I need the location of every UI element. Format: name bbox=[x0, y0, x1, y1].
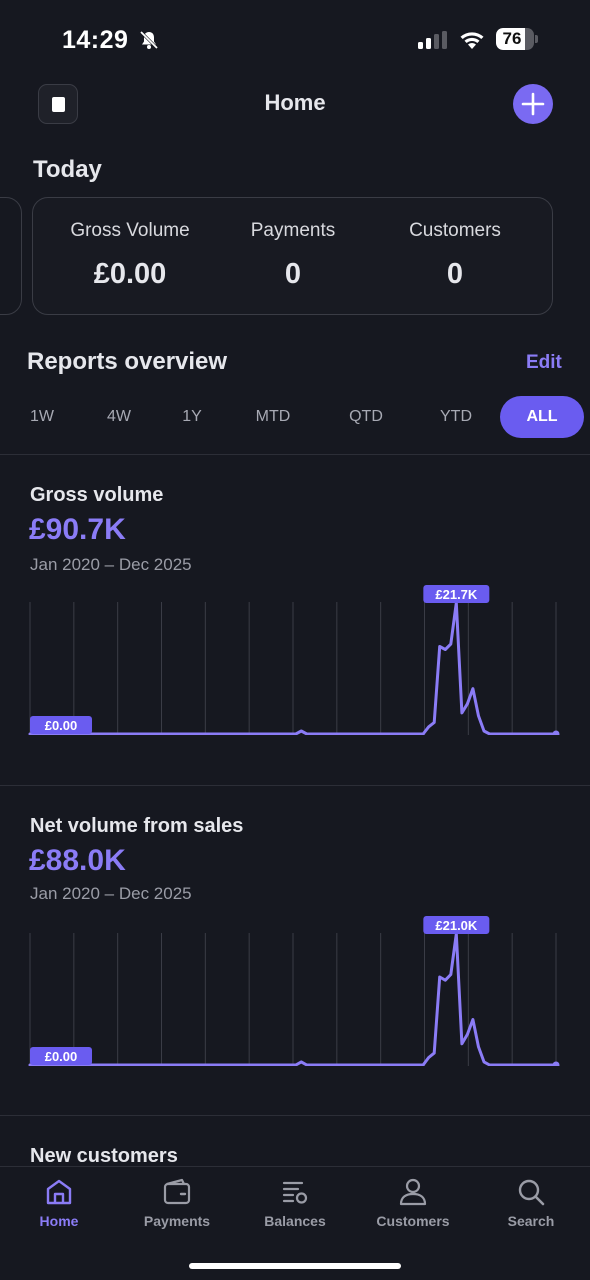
page-title: Home bbox=[264, 90, 326, 115]
net-volume-report[interactable]: Net volume from sales £88.0K Jan 2020 – … bbox=[0, 786, 590, 1116]
tab-home[interactable]: Home bbox=[0, 1177, 118, 1229]
tab-payments[interactable]: Payments bbox=[118, 1177, 236, 1229]
today-heading: Today bbox=[33, 156, 102, 183]
svg-text:£0.00: £0.00 bbox=[45, 1049, 78, 1064]
previous-card-peek[interactable] bbox=[0, 197, 22, 315]
tab-label: Customers bbox=[376, 1213, 450, 1229]
range-1w[interactable]: 1W bbox=[30, 408, 54, 425]
svg-text:£21.7K: £21.7K bbox=[435, 587, 478, 602]
end-point bbox=[552, 730, 560, 735]
stat-gross-volume: Gross Volume £0.00 bbox=[43, 198, 217, 316]
account-switcher-button[interactable] bbox=[38, 84, 78, 124]
stat-label: Gross Volume bbox=[70, 220, 190, 241]
tab-label: Search bbox=[507, 1213, 555, 1229]
balances-icon bbox=[282, 1181, 308, 1204]
net-volume-chart[interactable]: £21.0K £0.00 bbox=[0, 916, 590, 1066]
edit-reports-button[interactable]: Edit bbox=[526, 352, 562, 373]
status-time: 14:29 bbox=[62, 26, 129, 54]
stat-value: £0.00 bbox=[93, 258, 167, 290]
divider bbox=[0, 1115, 590, 1116]
series-line bbox=[28, 601, 558, 735]
range-4w[interactable]: 4W bbox=[107, 408, 131, 425]
account-switcher-icon bbox=[52, 97, 65, 112]
person-icon bbox=[399, 1178, 427, 1206]
home-icon bbox=[46, 1179, 72, 1205]
tab-customers[interactable]: Customers bbox=[354, 1177, 472, 1229]
cellular-signal-icon bbox=[418, 31, 447, 49]
tab-balances[interactable]: Balances bbox=[236, 1177, 354, 1229]
wifi-icon bbox=[460, 32, 484, 49]
report-title: Net volume from sales bbox=[30, 815, 244, 837]
top-header: Home bbox=[0, 80, 590, 128]
gross-volume-chart[interactable]: £21.7K £0.00 bbox=[0, 585, 590, 735]
tab-search[interactable]: Search bbox=[472, 1177, 590, 1229]
stat-label: Customers bbox=[409, 220, 501, 241]
svg-text:£0.00: £0.00 bbox=[45, 718, 78, 733]
range-mtd[interactable]: MTD bbox=[255, 408, 291, 425]
stat-payments: Payments 0 bbox=[206, 198, 380, 316]
report-total: £88.0K bbox=[29, 844, 126, 877]
divider bbox=[0, 454, 590, 455]
search-icon bbox=[518, 1179, 545, 1206]
tab-label: Balances bbox=[264, 1213, 326, 1229]
range-ytd[interactable]: YTD bbox=[440, 408, 472, 425]
add-button[interactable] bbox=[513, 84, 553, 124]
series-line bbox=[28, 932, 558, 1066]
report-date-range: Jan 2020 – Dec 2025 bbox=[30, 884, 192, 903]
report-title: Gross volume bbox=[30, 484, 164, 506]
svg-text:£21.0K: £21.0K bbox=[435, 918, 478, 933]
stat-customers: Customers 0 bbox=[368, 198, 542, 316]
end-point bbox=[552, 1061, 560, 1066]
range-all[interactable]: ALL bbox=[500, 396, 584, 438]
tab-label: Payments bbox=[143, 1213, 211, 1229]
stat-value: 0 bbox=[284, 258, 302, 290]
max-value-label: £21.7K bbox=[423, 585, 490, 603]
new-customers-report[interactable]: New customers bbox=[0, 1116, 590, 1166]
bell-muted-icon bbox=[139, 30, 159, 50]
date-range-selector: 1W 4W 1Y MTD QTD YTD ALL bbox=[0, 396, 590, 438]
report-date-range: Jan 2020 – Dec 2025 bbox=[30, 555, 192, 574]
reports-overview-heading: Reports overview bbox=[27, 348, 228, 375]
max-value-label: £21.0K bbox=[423, 916, 490, 934]
battery-level: 76 bbox=[502, 29, 522, 48]
min-value-label: £0.00 bbox=[30, 716, 92, 734]
stat-value: 0 bbox=[446, 258, 464, 290]
range-qtd[interactable]: QTD bbox=[349, 408, 383, 425]
stat-label: Payments bbox=[250, 220, 336, 241]
wallet-icon bbox=[163, 1178, 191, 1205]
report-title: New customers bbox=[30, 1145, 178, 1166]
range-1y[interactable]: 1Y bbox=[182, 408, 202, 425]
status-bar: 14:29 76 bbox=[0, 0, 590, 80]
bottom-tab-bar: Home Payments Balances Customers Sea bbox=[0, 1166, 590, 1280]
divider bbox=[0, 785, 590, 786]
report-total: £90.7K bbox=[29, 513, 126, 546]
tab-label: Home bbox=[39, 1213, 79, 1229]
battery-icon: 76 bbox=[496, 28, 538, 50]
home-indicator bbox=[189, 1263, 401, 1269]
min-value-label: £0.00 bbox=[30, 1047, 92, 1065]
gross-volume-report[interactable]: Gross volume £90.7K Jan 2020 – Dec 2025 … bbox=[0, 455, 590, 785]
today-summary-card[interactable]: Gross Volume £0.00 Payments 0 Customers … bbox=[32, 197, 553, 315]
plus-icon bbox=[521, 92, 545, 116]
